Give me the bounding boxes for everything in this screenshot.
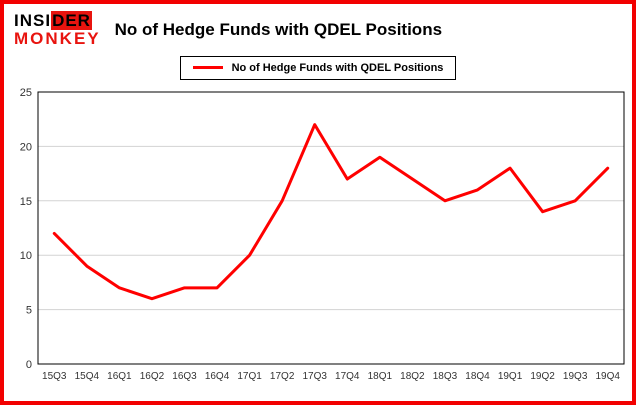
svg-text:16Q3: 16Q3 <box>172 371 197 382</box>
svg-text:16Q4: 16Q4 <box>205 371 230 382</box>
svg-text:17Q3: 17Q3 <box>302 371 327 382</box>
logo-insider-red-block: DER <box>51 11 92 30</box>
legend-line-swatch <box>192 66 223 70</box>
svg-text:19Q4: 19Q4 <box>595 371 620 382</box>
legend: No of Hedge Funds with QDEL Positions <box>179 55 457 80</box>
svg-text:5: 5 <box>26 305 32 317</box>
svg-text:17Q4: 17Q4 <box>335 371 360 382</box>
header: INSIDER MONKEY No of Hedge Funds with QD… <box>4 4 632 48</box>
logo-line-insider: INSIDER <box>14 11 101 30</box>
svg-text:15: 15 <box>20 196 32 208</box>
svg-text:19Q1: 19Q1 <box>498 371 523 382</box>
y-axis-labels: 0 5 10 15 20 25 <box>20 88 32 371</box>
svg-text:10: 10 <box>20 250 32 262</box>
svg-text:17Q1: 17Q1 <box>237 371 262 382</box>
logo-insider-black: INSI <box>14 11 52 30</box>
svg-text:19Q2: 19Q2 <box>530 371 555 382</box>
series-line <box>52 123 610 301</box>
svg-text:18Q3: 18Q3 <box>433 371 458 382</box>
svg-text:18Q1: 18Q1 <box>368 371 393 382</box>
insider-monkey-logo: INSIDER MONKEY <box>14 11 101 48</box>
svg-text:25: 25 <box>20 88 32 99</box>
svg-text:16Q2: 16Q2 <box>140 371 165 382</box>
svg-text:18Q4: 18Q4 <box>465 371 490 382</box>
gridlines <box>38 145 624 311</box>
svg-text:18Q2: 18Q2 <box>400 371 425 382</box>
svg-text:0: 0 <box>26 359 32 371</box>
x-axis-labels: 15Q3 15Q4 16Q1 16Q2 16Q3 16Q4 17Q1 17Q2 17Q3 17Q4… <box>42 371 620 382</box>
svg-text:16Q1: 16Q1 <box>107 371 132 382</box>
svg-text:15Q4: 15Q4 <box>75 371 100 382</box>
svg-text:19Q3: 19Q3 <box>563 371 588 382</box>
legend-label: No of Hedge Funds with QDEL Positions <box>231 61 444 74</box>
svg-text:17Q2: 17Q2 <box>270 371 295 382</box>
chart-title: No of Hedge Funds with QDEL Positions <box>114 19 443 39</box>
plot-border <box>37 91 625 365</box>
svg-text:20: 20 <box>20 141 32 153</box>
logo-line-monkey: MONKEY <box>14 28 101 48</box>
chart-svg: 0 5 10 15 20 25 15Q3 15Q4 16Q1 16Q2 16Q3 16Q4 17Q1 17… <box>20 88 625 382</box>
svg-text:15Q3: 15Q3 <box>42 371 67 382</box>
